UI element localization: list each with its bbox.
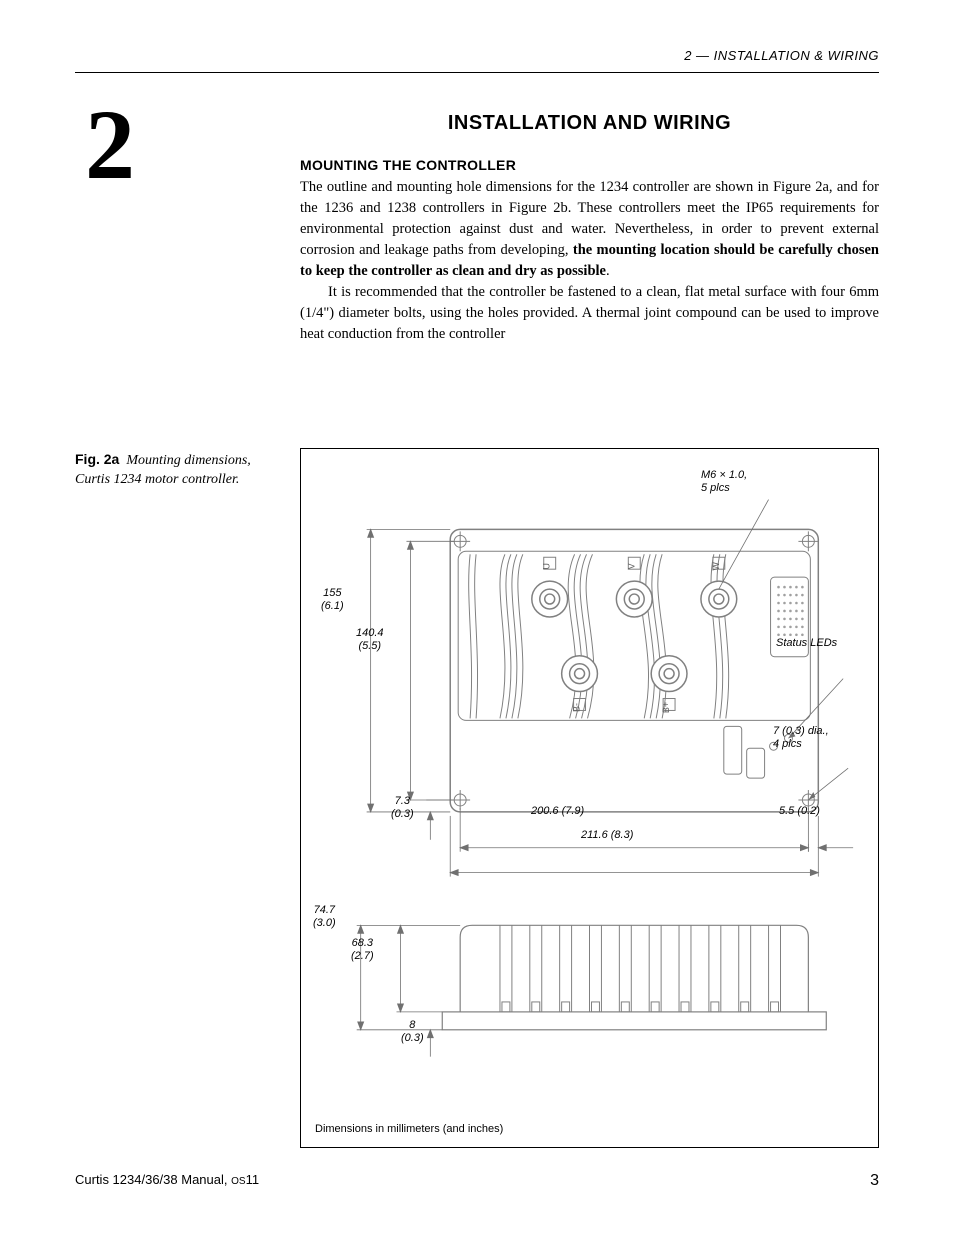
svg-text:B+: B+ (661, 702, 671, 713)
paragraph-2: It is recommended that the controller be… (300, 282, 879, 345)
figure-caption: Fig. 2a Mounting dimensions, Curtis 1234… (75, 450, 285, 490)
svg-text:U: U (542, 563, 552, 569)
dim-155: 155 (6.1) (321, 587, 344, 612)
running-header: 2 — INSTALLATION & WIRING (75, 48, 879, 63)
dim-7-3: 7.3 (0.3) (391, 795, 414, 820)
page-number: 3 (870, 1172, 879, 1190)
dim-5-5: 5.5 (0.2) (779, 805, 820, 818)
header-rule (75, 72, 879, 73)
dim-211-6: 211.6 (8.3) (581, 829, 633, 842)
figure-2a: U V W B- B+ (300, 448, 879, 1148)
footer-text-c: 11 (246, 1172, 260, 1187)
paragraph-1-text-b: . (606, 263, 610, 279)
svg-text:B-: B- (572, 703, 582, 712)
controller-diagram: U V W B- B+ (301, 449, 878, 1147)
paragraph-2-text: It is recommended that the controller be… (300, 284, 879, 342)
svg-text:V: V (626, 563, 636, 569)
page-footer: Curtis 1234/36/38 Manual, OS11 3 (75, 1172, 879, 1190)
section-heading: MOUNTING THE CONTROLLER (300, 157, 879, 173)
callout-hole: 7 (0.3) dia., 4 plcs (773, 725, 829, 750)
svg-text:W: W (711, 561, 721, 570)
footer-manual-ref: Curtis 1234/36/38 Manual, OS11 (75, 1172, 259, 1190)
paragraph-1: The outline and mounting hole dimensions… (300, 177, 879, 282)
dim-200-6: 200.6 (7.9) (531, 805, 584, 818)
dim-140-4: 140.4 (5.5) (356, 627, 384, 652)
chapter-number: 2 (85, 95, 135, 195)
footer-text-b: OS (231, 1176, 245, 1187)
dimensions-note: Dimensions in millimeters (and inches) (315, 1123, 503, 1135)
footer-text-a: Curtis 1234/36/38 Manual, (75, 1172, 231, 1187)
dim-74-7: 74.7 (3.0) (313, 904, 336, 929)
callout-m6: M6 × 1.0, 5 plcs (701, 469, 747, 494)
page-title: INSTALLATION AND WIRING (300, 112, 879, 135)
figure-label: Fig. 2a (75, 451, 119, 467)
callout-status-leds: Status LEDs (776, 637, 837, 650)
dim-68-3: 68.3 (2.7) (351, 937, 374, 962)
dim-8: 8 (0.3) (401, 1019, 424, 1044)
